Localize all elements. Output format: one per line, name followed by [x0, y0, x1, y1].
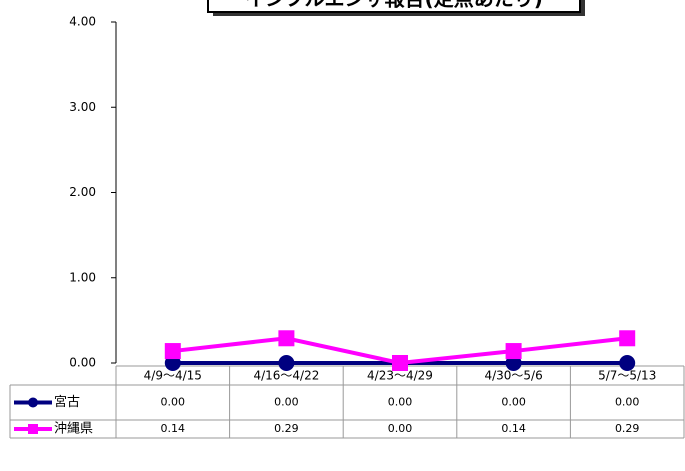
table-value: 0.29	[615, 422, 640, 435]
marker	[278, 330, 295, 347]
x-tick-label: 4/9〜4/15	[144, 369, 202, 383]
legend-marker	[28, 397, 38, 408]
marker	[278, 355, 295, 371]
y-tick-label: 1.00	[69, 270, 96, 284]
legend-label: 宮古	[54, 394, 80, 410]
marker	[392, 355, 408, 371]
y-tick-label: 2.00	[69, 185, 96, 199]
x-tick-label: 4/30〜5/6	[484, 369, 542, 383]
table-value: 0.00	[274, 396, 299, 409]
table-value: 0.14	[501, 422, 526, 435]
marker	[164, 343, 181, 360]
marker	[619, 355, 636, 371]
table-value: 0.00	[388, 396, 413, 409]
table-value: 0.00	[388, 422, 413, 435]
legend-marker	[28, 424, 38, 434]
x-tick-label: 4/16〜4/22	[253, 369, 319, 383]
chart-title: インフルエンザ報告(定点あたり)	[245, 0, 543, 11]
y-tick-label: 0.00	[69, 356, 96, 370]
marker	[619, 330, 636, 347]
table-value: 0.00	[501, 396, 526, 409]
title-box	[207, 0, 581, 13]
y-tick-label: 4.00	[69, 15, 96, 29]
table-value: 0.29	[274, 422, 299, 435]
legend-label: 沖縄県	[54, 422, 93, 437]
x-tick-label: 5/7〜5/13	[598, 369, 656, 383]
marker	[505, 343, 522, 360]
table-value: 0.00	[615, 396, 640, 409]
table-value: 0.14	[161, 422, 186, 435]
table-value: 0.00	[161, 396, 186, 409]
x-tick-label: 4/23〜4/29	[367, 369, 433, 383]
y-tick-label: 3.00	[69, 100, 96, 114]
